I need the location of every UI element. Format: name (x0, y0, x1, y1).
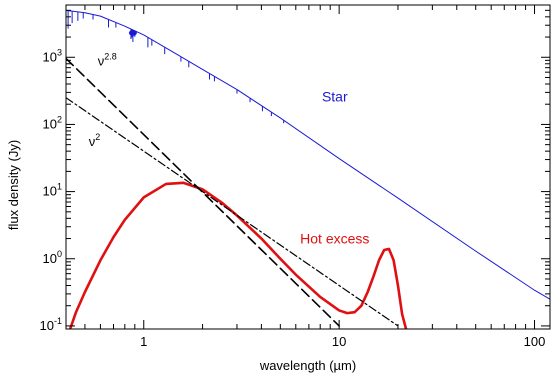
axis-tick-labels: 1 10 100 10-1 100 101 102 103 (40, 47, 546, 349)
x-tick-label-1: 10 (332, 334, 346, 349)
series-line-0 (66, 9, 550, 300)
y-axis-label: flux density (Jy) (6, 140, 21, 230)
series-labels: Star Hot excess ν2.8 ν2 (89, 52, 370, 247)
y-tick-label-3: 102 (43, 114, 62, 131)
x-tick-label-2: 100 (524, 334, 546, 349)
series-line-3 (66, 97, 399, 327)
y-tick-label-2: 101 (43, 182, 62, 199)
y-tick-label-4: 103 (43, 47, 62, 64)
axis-ticks (65, 4, 550, 330)
annotation-nu28: ν2.8 (98, 52, 117, 69)
star-absorption-lines (67, 10, 285, 124)
annotation-nu2: ν2 (89, 132, 101, 149)
series-line-2 (66, 57, 340, 327)
series-label-1: Hot excess (300, 230, 369, 246)
series-label-0: Star (322, 88, 348, 104)
y-tick-label-0: 10-1 (40, 316, 62, 333)
plot-frame (65, 4, 551, 330)
y-tick-label-1: 100 (43, 249, 62, 266)
series-lines (66, 9, 550, 329)
x-axis-label: wavelength (µm) (259, 358, 356, 373)
series-line-1 (68, 181, 408, 329)
x-tick-label-0: 1 (140, 334, 147, 349)
absorption-blend (128, 29, 137, 36)
